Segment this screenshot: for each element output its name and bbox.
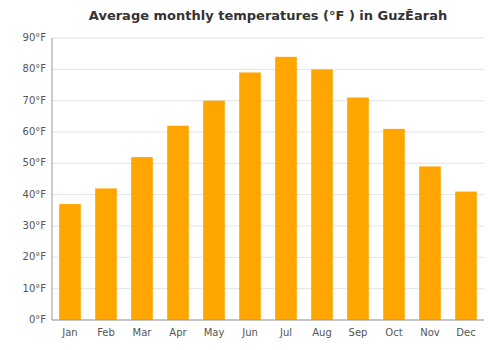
x-tick-labels: Jan Feb Mar Apr May Jun Jul Aug Sep Oct Nov Dec <box>61 327 475 338</box>
bar <box>59 204 81 320</box>
x-tick-label: Feb <box>97 327 115 338</box>
chart: Average monthly temperatures (°F ) in Gu… <box>0 0 500 350</box>
x-tick-label: Oct <box>385 327 402 338</box>
x-tick-label: May <box>204 327 225 338</box>
grid-line <box>52 163 484 164</box>
bar <box>239 72 261 320</box>
x-tick-label: Apr <box>169 327 187 338</box>
grid-line <box>52 320 484 321</box>
y-tick-label: 0°F <box>29 314 46 325</box>
x-tick-label: Jan <box>61 327 77 338</box>
bar <box>455 192 477 320</box>
y-tick-label: 40°F <box>23 189 47 200</box>
x-tick-label: Jun <box>241 327 258 338</box>
bar <box>347 98 369 320</box>
bar <box>167 126 189 320</box>
grid-line <box>52 132 484 133</box>
y-tick-label: 10°F <box>23 283 47 294</box>
x-tick-label: Dec <box>456 327 475 338</box>
y-tick-label: 80°F <box>23 63 47 74</box>
bar <box>203 101 225 320</box>
x-tick-label: Mar <box>133 327 153 338</box>
y-tick-label: 30°F <box>23 220 47 231</box>
x-tick-label: Nov <box>420 327 440 338</box>
y-axis-line <box>52 38 53 320</box>
x-tick-label: Sep <box>349 327 368 338</box>
y-tick-label: 50°F <box>23 157 47 168</box>
bar <box>275 57 297 320</box>
x-tick-label: Aug <box>312 327 332 338</box>
y-tick-label: 70°F <box>23 95 47 106</box>
bar <box>311 69 333 320</box>
grid-line <box>52 100 484 101</box>
bar <box>383 129 405 320</box>
bars <box>59 57 477 320</box>
title: Average monthly temperatures (°F ) in Gu… <box>89 8 447 23</box>
y-tick-label: 20°F <box>23 251 47 262</box>
x-axis-line <box>52 320 484 321</box>
bar <box>95 188 117 320</box>
y-tick-label: 60°F <box>23 126 47 137</box>
chart-container: Average monthly temperatures (°F ) in Gu… <box>0 0 500 350</box>
grid-line <box>52 69 484 70</box>
y-grid <box>52 38 484 320</box>
bar <box>131 157 153 320</box>
y-tick-label: 90°F <box>23 32 47 43</box>
x-tick-label: Jul <box>279 327 292 338</box>
bar <box>419 166 441 320</box>
grid-line <box>52 38 484 39</box>
y-tick-labels: 0°F 10°F 20°F 30°F 40°F 50°F 60°F 70°F 80°F 90°F <box>23 32 47 325</box>
